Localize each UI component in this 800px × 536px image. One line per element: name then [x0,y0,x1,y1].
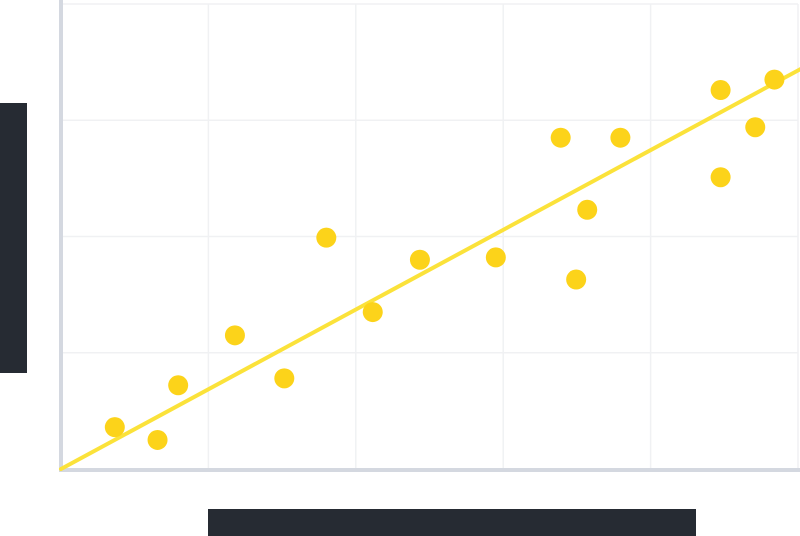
data-point [485,247,506,268]
data-point [274,368,295,389]
y-axis-label-bar [0,103,27,373]
trendline [59,67,800,471]
data-point [168,375,189,396]
data-point [577,199,598,220]
data-point [550,127,571,148]
data-point [710,80,731,101]
data-point [710,167,731,188]
data-point [316,227,337,248]
data-point [224,325,245,346]
data-point [610,127,631,148]
x-axis-label-bar [208,509,696,536]
data-point [147,429,168,450]
data-point [745,117,766,138]
data-points [104,69,785,450]
data-point [104,417,125,438]
grid-lines [61,3,799,469]
data-point [362,302,383,323]
data-point [764,69,785,90]
data-point [409,249,430,270]
trendline-group [59,67,800,471]
axes [59,0,800,472]
data-point [566,269,587,290]
